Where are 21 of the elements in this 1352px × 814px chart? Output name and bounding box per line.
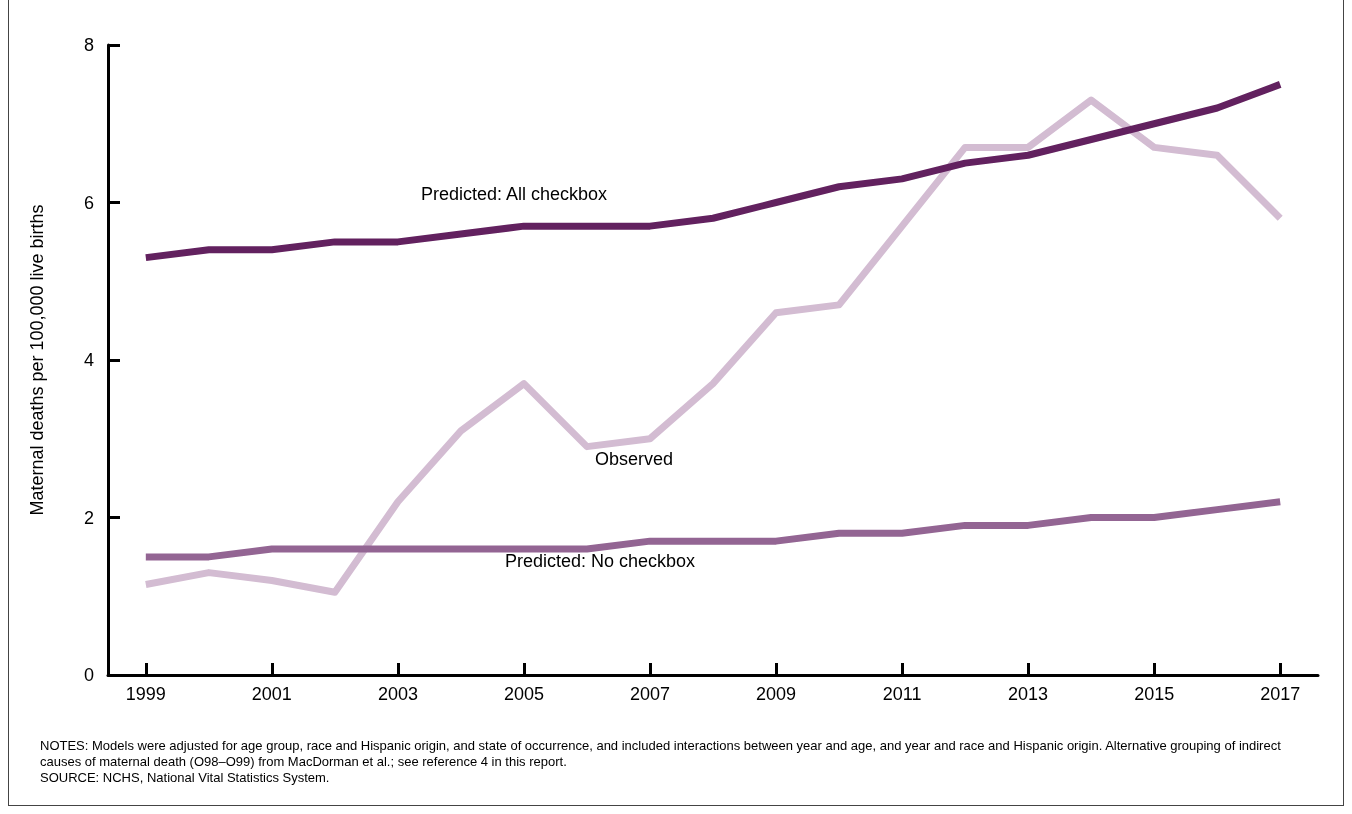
- x-tick-label: 2003: [377, 684, 418, 704]
- x-tick-label: 2013: [1008, 684, 1049, 704]
- y-axis-title: Maternal deaths per 100,000 live births: [27, 204, 47, 516]
- series-label: Predicted: All checkbox: [420, 184, 607, 205]
- y-tick-label: 2: [83, 507, 94, 528]
- y-tick-label: 0: [83, 665, 94, 685]
- x-tick-label: 2015: [1134, 684, 1175, 704]
- y-tick-label: 4: [83, 350, 94, 370]
- y-tick-label: 6: [83, 192, 94, 213]
- y-tick-label: 8: [83, 35, 94, 55]
- x-tick-label: 2005: [503, 684, 544, 704]
- x-tick-label: 1999: [125, 684, 166, 704]
- x-tick-label: 2009: [756, 684, 797, 704]
- source-note: SOURCE: NCHS, National Vital Statistics System.: [40, 770, 331, 786]
- x-tick-label: 2017: [1260, 684, 1301, 704]
- text: NOTES: Models were adjusted for age group, race and Hispanic origin, and state of occurrence, and included interactions between year and age, and year and race and Hispanic origin. Alternative grouping of indirect causes of maternal death (O98–O99) from MacDorman et al.; see reference 4 in this report.: [40, 738, 1282, 770]
- x-tick-label: 2001: [251, 684, 292, 704]
- series-label: Observed: [594, 448, 673, 469]
- series-label: Predicted: No checkbox: [504, 551, 696, 572]
- x-tick-label: 2011: [882, 684, 922, 704]
- x-tick-label: 2007: [629, 684, 670, 704]
